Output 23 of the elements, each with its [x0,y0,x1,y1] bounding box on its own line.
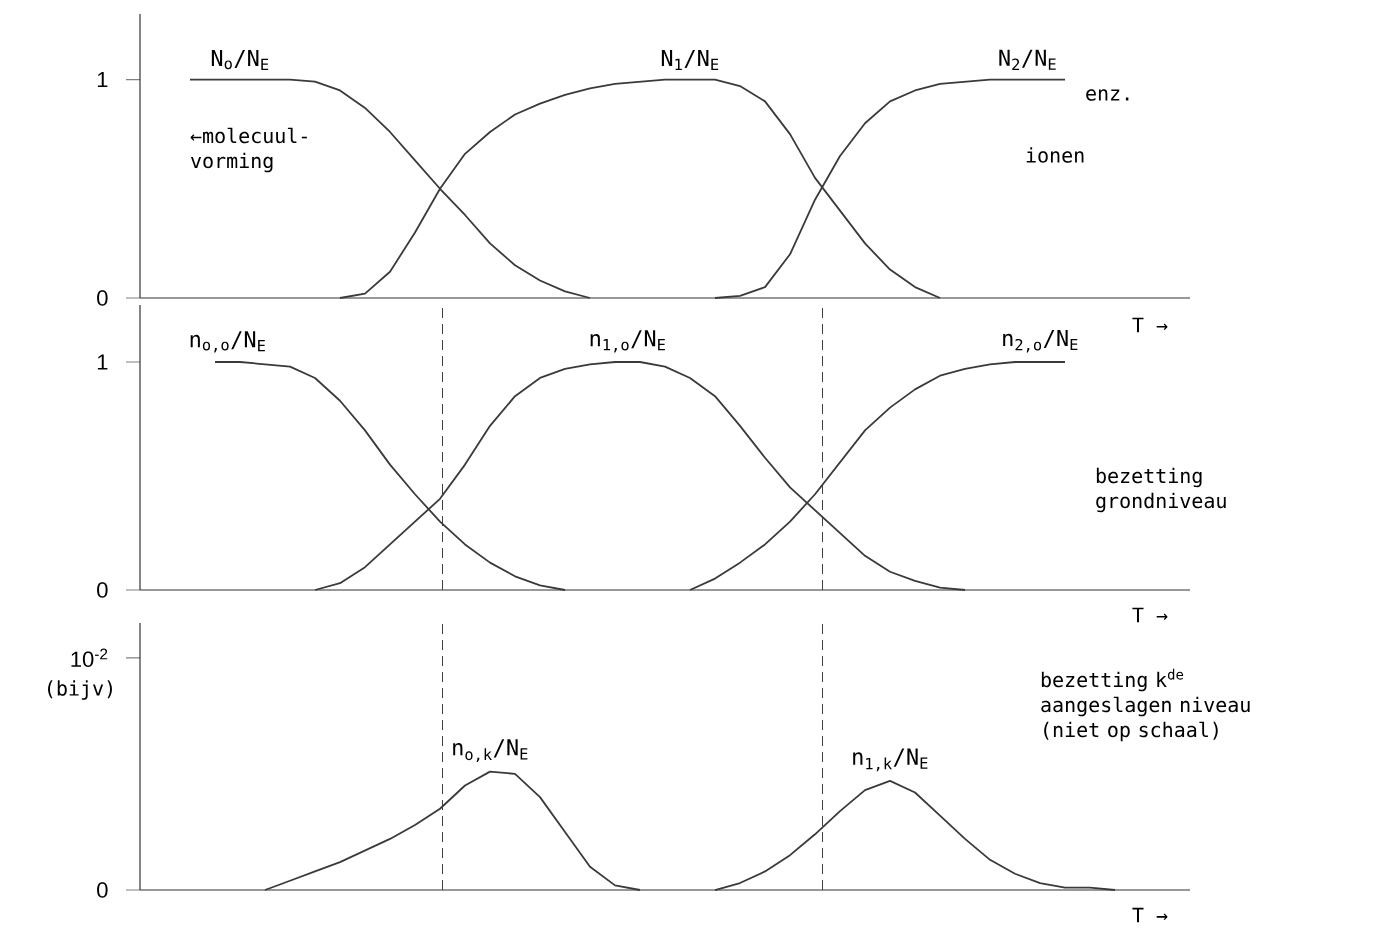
series-label: n$_{1,k}$/N$_{E}$ [853,748,928,772]
text: bezetting k$^{de}$ aangeslagen niveau (niet op schaal) [1041,668,1250,742]
series-label: N$_{1}$/N$_{E}$ [661,49,719,71]
series-label: n$_{2,o}$/N$_{E}$ [1003,329,1078,353]
x-axis-title: T → [1132,907,1168,923]
x-axis-title: T → [1132,317,1168,333]
y-tick-label: 10$^{-2}$ [71,648,108,668]
y-tick-label: 1 [97,354,108,370]
series-label: n$_{o,o}$/N$_{E}$ [190,331,265,353]
series-label: n$_{1,o}$/N$_{E}$ [590,330,665,353]
y-axis-title: (bijv) [48,680,112,700]
y-tick-label: 0 [97,882,108,898]
series-label: n$_{o,k}$/N$_{E}$ [453,739,528,763]
x-axis-title: T → [1132,607,1168,623]
series-label: N$_{o}$/N$_{E}$ [211,49,269,71]
series-label: N$_{2}$/N$_{E}$ [999,49,1056,71]
y-tick-label: 0 [97,290,108,306]
annotation: ionen [1026,147,1084,163]
annotation: ←molecuul-vorming [190,127,307,173]
y-tick-label: 1 [97,71,108,88]
y-tick-label: 0 [97,582,108,598]
annotation: bezetting grondniveau [1096,467,1226,513]
annotation: enz. [1086,89,1129,101]
